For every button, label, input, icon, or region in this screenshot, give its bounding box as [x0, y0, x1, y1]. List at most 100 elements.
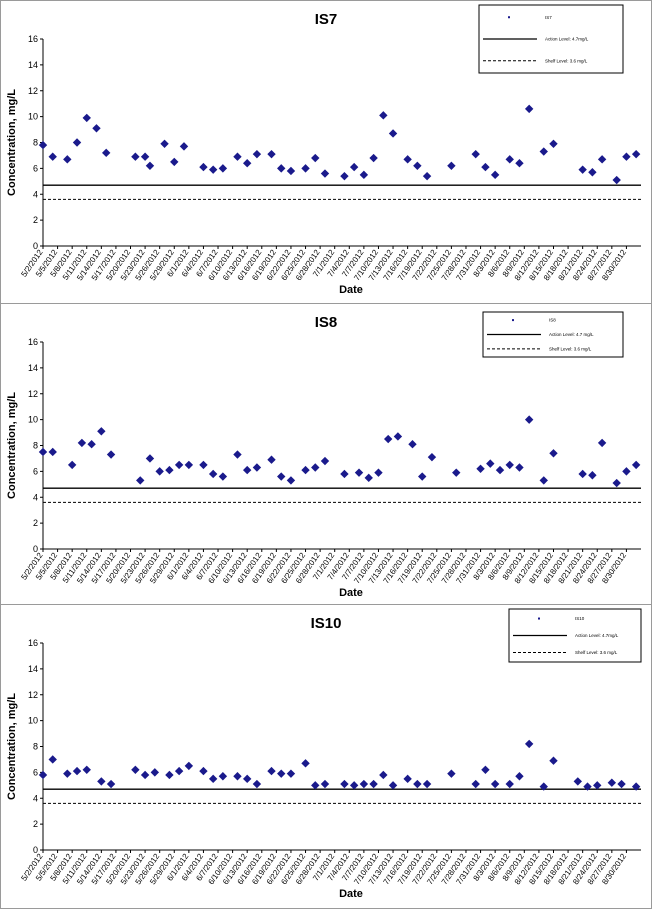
data-point: [67, 460, 77, 470]
data-point: [486, 459, 495, 468]
y-axis-label: Concentration, mg/L: [6, 693, 18, 800]
x-axis-label: Date: [339, 888, 363, 900]
y-tick-label: 16: [28, 34, 38, 44]
data-point: [524, 415, 534, 424]
data-point: [252, 463, 262, 472]
data-point: [422, 779, 432, 789]
data-point: [179, 142, 189, 151]
data-point: [184, 460, 194, 470]
data-point: [72, 766, 82, 776]
data-point: [131, 152, 140, 161]
data-point: [369, 153, 378, 163]
data-point: [160, 139, 169, 148]
data-point: [481, 765, 490, 774]
legend-marker-series: [508, 16, 510, 19]
data-point: [340, 779, 349, 789]
data-point: [612, 175, 621, 185]
data-point: [374, 468, 383, 477]
data-point: [199, 460, 208, 470]
data-point: [578, 469, 587, 479]
data-point: [349, 781, 359, 790]
data-point: [612, 478, 621, 488]
data-point: [301, 759, 310, 768]
data-point: [413, 779, 422, 789]
data-point: [155, 467, 164, 476]
data-point: [578, 165, 587, 174]
data-point: [267, 766, 276, 776]
data-point: [242, 774, 252, 784]
data-point: [476, 464, 485, 473]
data-point: [597, 438, 607, 448]
data-point: [77, 438, 87, 448]
y-tick-label: 10: [28, 415, 38, 425]
y-tick-label: 0: [33, 241, 38, 251]
data-point: [174, 460, 184, 470]
y-tick-label: 8: [33, 742, 38, 752]
data-point: [447, 161, 456, 170]
data-point: [97, 777, 106, 786]
data-point: [218, 164, 228, 173]
data-point: [588, 168, 597, 177]
data-point: [311, 153, 320, 163]
y-tick-label: 2: [33, 215, 38, 225]
legend-label: Shelf Level: 3.6 mg/L: [575, 650, 618, 655]
y-tick-label: 0: [33, 544, 38, 554]
y-tick-label: 0: [33, 845, 38, 855]
data-point: [145, 454, 155, 463]
data-point: [490, 779, 500, 789]
chart-panel-is7: IS7 0 2 4 6 8 10 12 14 16 5/2/2012 5/5/2012 5/8/2012…: [0, 0, 652, 304]
y-tick-label: 6: [33, 163, 38, 173]
y-tick-label: 4: [33, 793, 38, 803]
data-point: [418, 472, 427, 481]
data-point: [369, 779, 378, 789]
y-tick-label: 10: [28, 112, 38, 122]
data-point: [131, 765, 140, 774]
data-point: [48, 447, 57, 457]
data-point: [174, 766, 184, 776]
legend-label: Shelf Level: 3.6 mg/L: [545, 58, 588, 63]
y-axis-label: Concentration, mg/L: [6, 392, 18, 499]
data-point: [208, 165, 218, 174]
y-tick-label: 4: [33, 189, 38, 199]
data-point: [359, 779, 369, 789]
data-point: [48, 152, 57, 161]
data-point: [48, 755, 57, 764]
data-point: [208, 469, 218, 479]
data-point: [140, 770, 150, 780]
data-point: [388, 129, 398, 138]
data-point: [199, 766, 208, 776]
data-point: [379, 770, 388, 780]
data-point: [359, 170, 369, 180]
data-point: [403, 155, 412, 164]
data-point: [286, 476, 296, 485]
data-point: [208, 774, 218, 784]
data-point: [277, 769, 286, 778]
data-point: [631, 149, 641, 159]
y-axis-label: Concentration, mg/L: [6, 89, 18, 196]
legend-marker-series: [538, 617, 540, 620]
data-point: [622, 467, 631, 476]
data-point: [495, 465, 505, 475]
data-point: [102, 148, 111, 158]
y-tick-label: 6: [33, 767, 38, 777]
data-point: [97, 427, 106, 436]
data-point: [549, 756, 558, 765]
data-point: [622, 152, 631, 161]
y-tick-label: 12: [28, 690, 38, 700]
chart-panel-is8: IS8 0 2 4 6 8 10 12 14 16 5/2/2012 5/5/2012 5/8/2012…: [0, 303, 652, 605]
data-point: [92, 124, 101, 133]
data-point: [165, 465, 174, 475]
data-point: [588, 471, 597, 480]
y-tick-label: 8: [33, 138, 38, 148]
legend-label: IS8: [549, 318, 556, 323]
data-point: [277, 164, 286, 173]
data-point: [515, 159, 524, 168]
data-point: [311, 463, 320, 472]
data-point: [427, 452, 437, 462]
data-point: [320, 779, 330, 789]
data-point: [539, 147, 548, 156]
chart-title: IS7: [315, 11, 338, 28]
data-point: [539, 782, 548, 791]
y-tick-label: 14: [28, 664, 38, 674]
data-point: [267, 455, 276, 464]
